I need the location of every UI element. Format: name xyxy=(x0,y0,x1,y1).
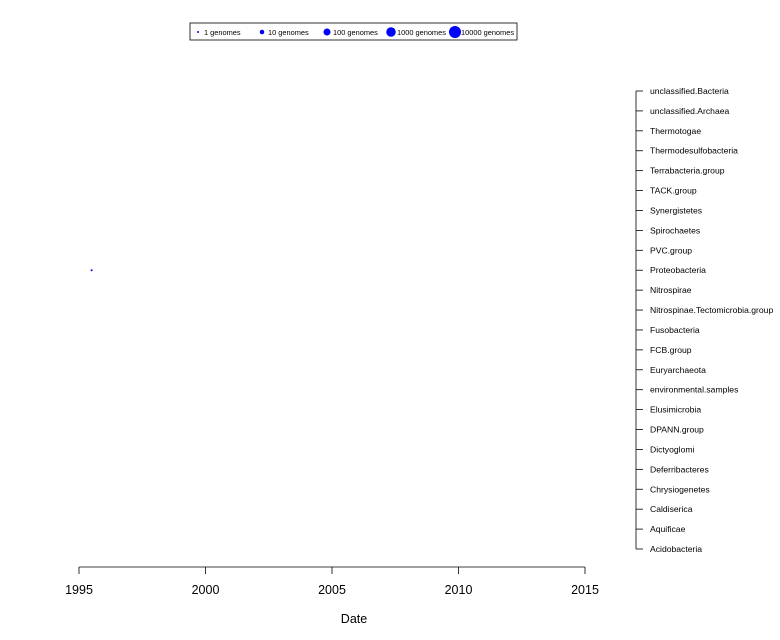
data-point xyxy=(90,269,93,272)
legend-marker xyxy=(197,31,199,33)
category-label: Spirochaetes xyxy=(650,225,700,235)
legend-marker xyxy=(323,28,331,36)
category-label: Chrysiogenetes xyxy=(650,484,710,494)
data-points xyxy=(90,269,93,272)
category-label: Euryarchaeota xyxy=(650,365,706,375)
category-label: Aquificae xyxy=(650,524,686,534)
category-label: Synergistetes xyxy=(650,205,702,215)
category-label: TACK.group xyxy=(650,186,697,196)
category-label: Nitrospinae.Tectomicrobia.group xyxy=(650,305,773,315)
category-label: Acidobacteria xyxy=(650,544,702,554)
legend: 1 genomes 10 genomes 100 genomes 1000 genom… xyxy=(189,22,518,41)
category-label: DPANN.group xyxy=(650,425,704,435)
category-label: Elusimicrobia xyxy=(650,405,701,415)
y-axis: unclassified.Bacteria unclassified.Archae… xyxy=(635,86,773,554)
x-axis: 1995 2000 2005 2010 2015 Date xyxy=(65,566,599,626)
x-tick-label: 2010 xyxy=(445,583,473,597)
category-label: unclassified.Bacteria xyxy=(650,86,729,96)
legend-marker xyxy=(449,26,461,38)
category-label: Proteobacteria xyxy=(650,265,706,275)
x-tick-label: 1995 xyxy=(65,583,93,597)
category-label: Terrabacteria.group xyxy=(650,166,725,176)
x-tick-label: 2015 xyxy=(571,583,599,597)
category-label: unclassified.Archaea xyxy=(650,106,730,116)
category-label: Thermotogae xyxy=(650,126,701,136)
x-tick-label: 2005 xyxy=(318,583,346,597)
x-axis-title: Date xyxy=(341,612,367,626)
legend-label: 10000 genomes xyxy=(461,28,514,37)
category-label: PVC.group xyxy=(650,245,692,255)
category-label: Dictyoglomi xyxy=(650,444,695,454)
category-label: Nitrospirae xyxy=(650,285,692,295)
category-label: Caldiserica xyxy=(650,504,693,514)
category-label: Deferribacteres xyxy=(650,464,709,474)
category-label: environmental.samples xyxy=(650,385,738,395)
x-tick-label: 2000 xyxy=(192,583,220,597)
legend-label: 100 genomes xyxy=(333,28,378,37)
legend-marker xyxy=(259,29,265,35)
category-label: FCB.group xyxy=(650,345,692,355)
legend-marker xyxy=(386,27,396,37)
legend-label: 10 genomes xyxy=(268,28,309,37)
legend-box xyxy=(189,22,518,41)
legend-label: 1000 genomes xyxy=(397,28,446,37)
category-label: Thermodesulfobacteria xyxy=(650,146,738,156)
legend-label: 1 genomes xyxy=(204,28,241,37)
category-label: Fusobacteria xyxy=(650,325,700,335)
